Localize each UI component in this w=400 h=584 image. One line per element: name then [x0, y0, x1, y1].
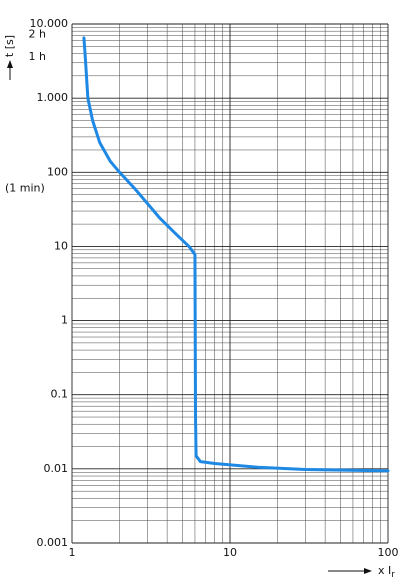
y-tick-label: 1.000: [37, 91, 69, 104]
time-annotation: 2 h: [29, 28, 46, 41]
y-axis-label: t [s]: [3, 35, 16, 57]
x-axis-label-main: x I: [378, 564, 391, 577]
trip-curve: [82, 36, 390, 473]
y-tick-label: 0.01: [44, 462, 69, 475]
x-axis-label-sub: r: [391, 570, 395, 580]
y-tick-label: 1: [61, 314, 68, 327]
grid: [71, 23, 389, 544]
time-annotation: (1 min): [5, 182, 45, 195]
y-tick-label: 0.001: [37, 536, 69, 549]
x-arrow-head: [364, 568, 372, 574]
x-tick-label: 1: [69, 546, 76, 559]
y-arrow-head: [7, 60, 13, 68]
x-axis-label: x Ir: [378, 564, 395, 580]
y-tick-label: 10.000: [30, 17, 69, 30]
y-tick-label: 10: [54, 239, 68, 252]
y-tick-label: 100: [47, 165, 68, 178]
x-tick-label: 10: [223, 546, 237, 559]
x-tick-label: 100: [378, 546, 399, 559]
time-annotation: 1 h: [29, 50, 46, 63]
y-tick-label: 0.1: [51, 388, 69, 401]
